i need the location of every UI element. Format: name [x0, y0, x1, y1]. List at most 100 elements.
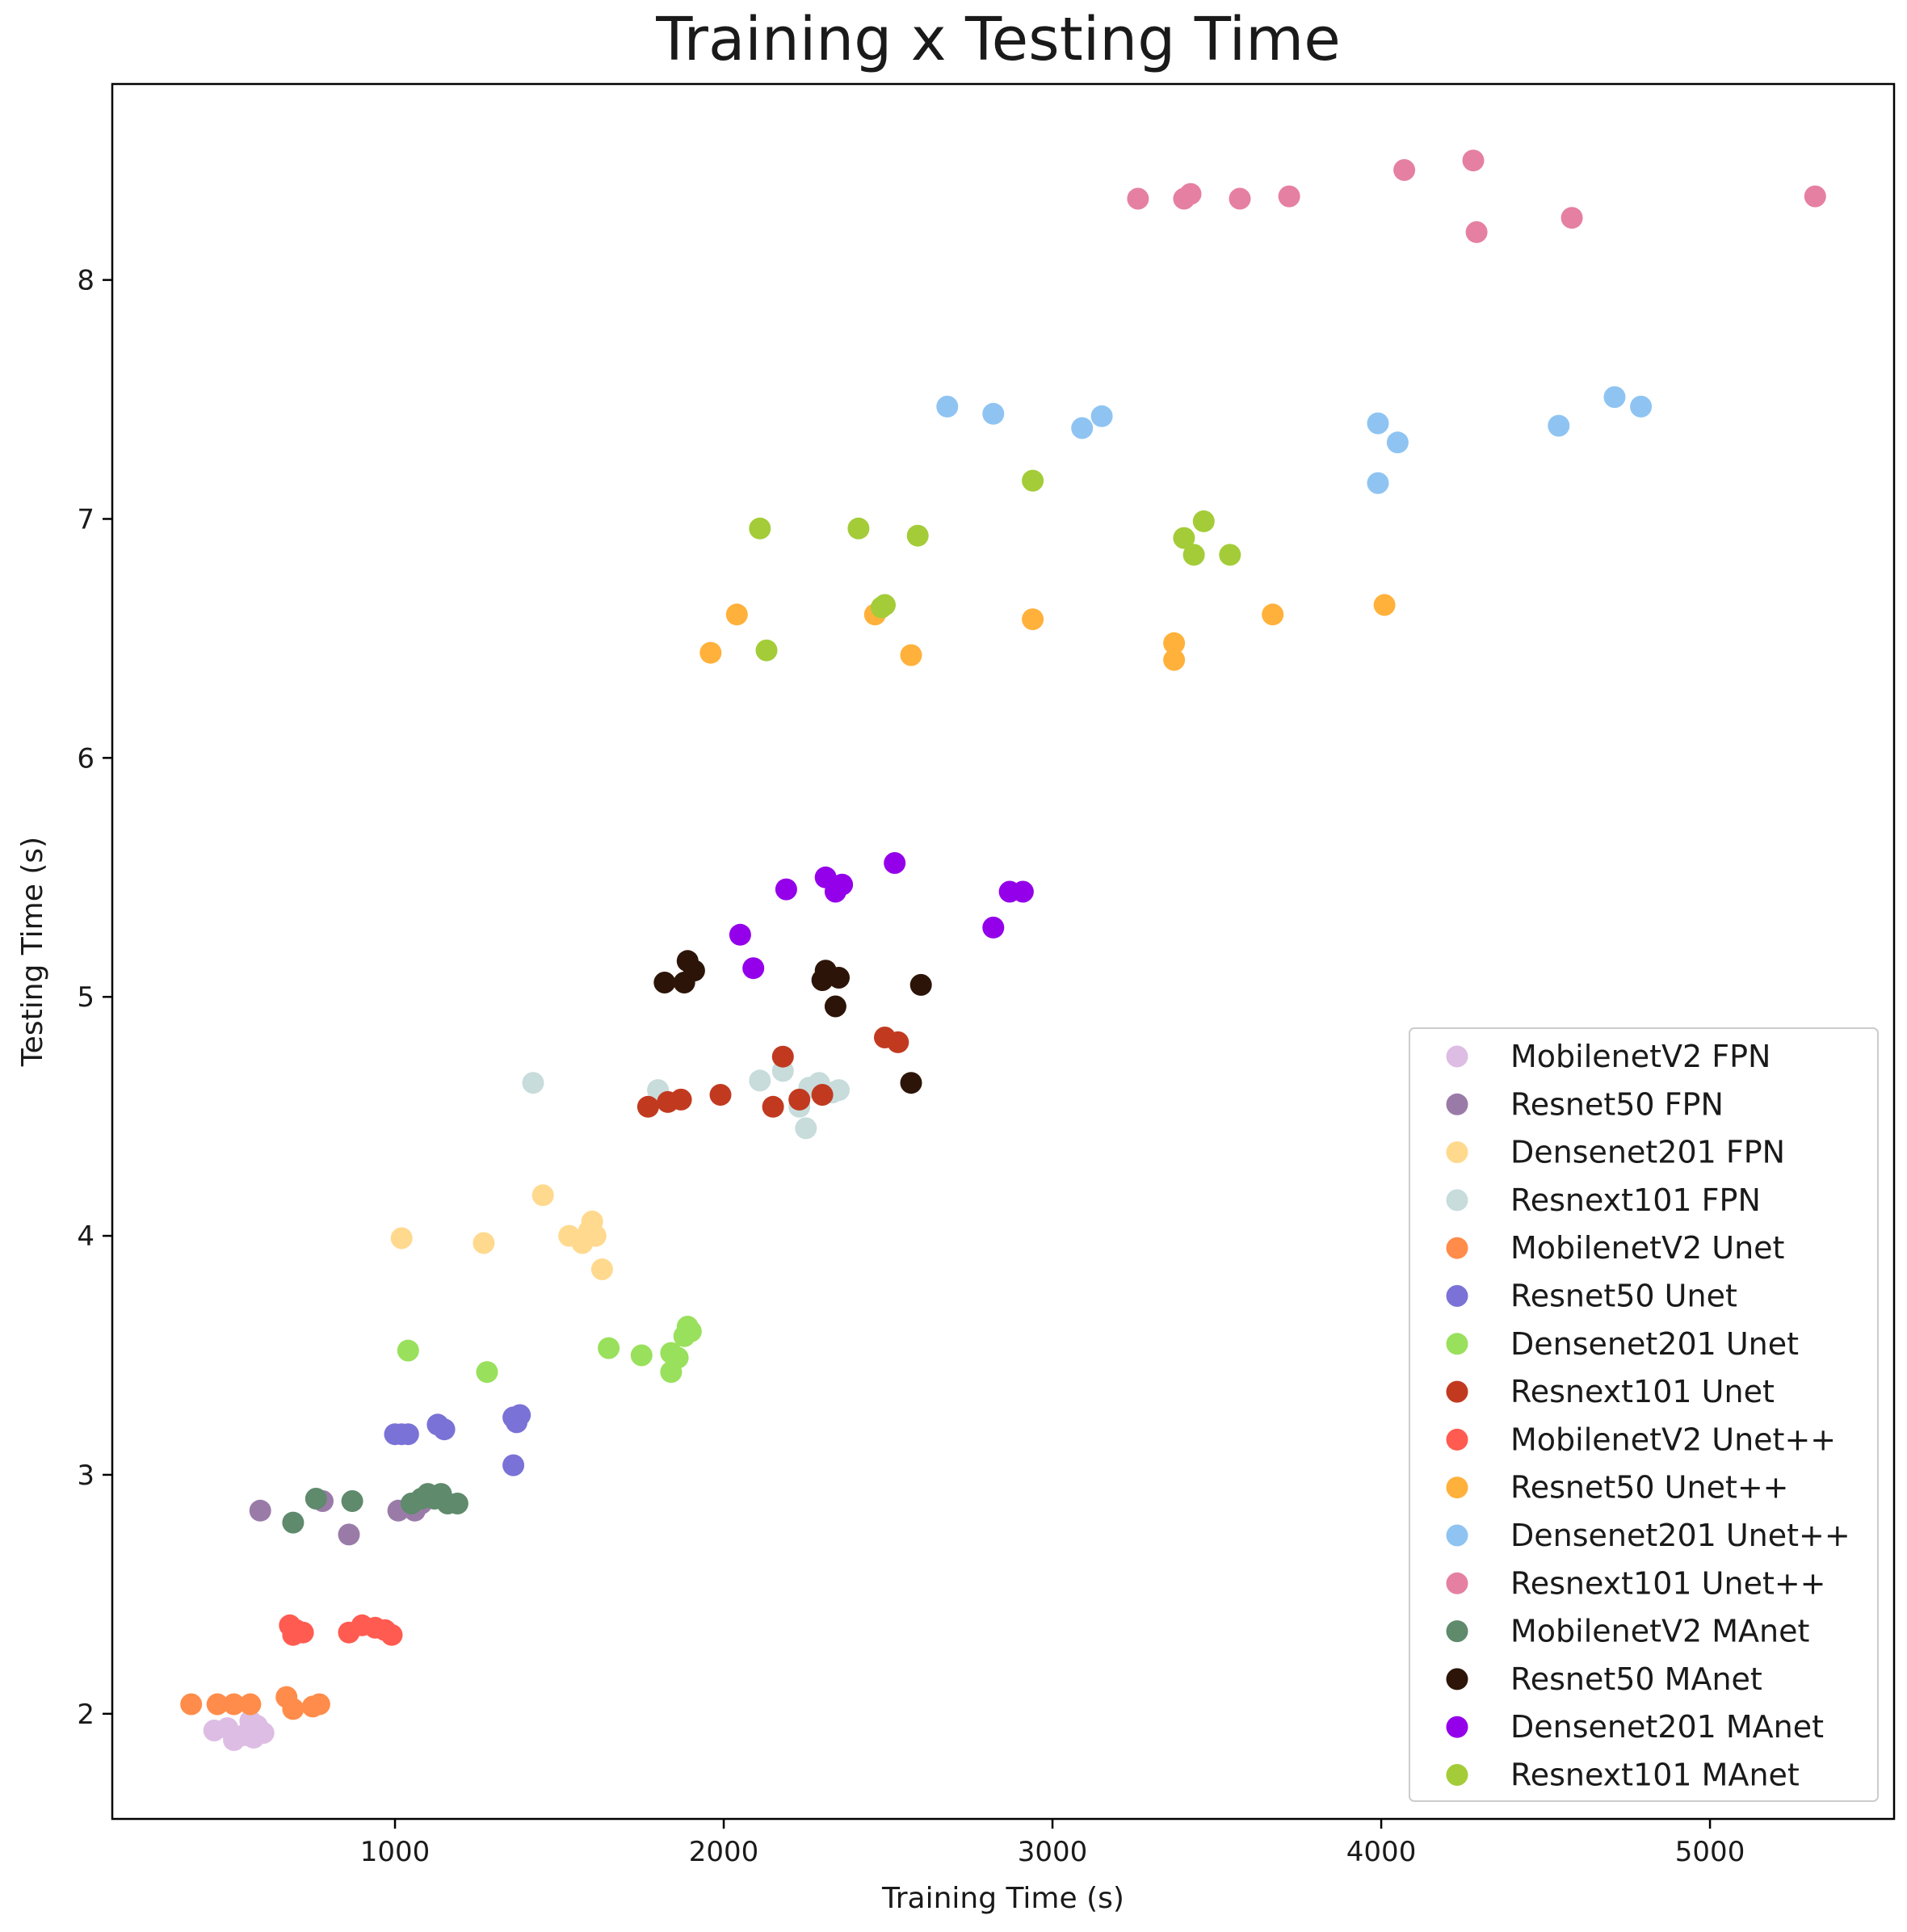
legend-marker-15 — [1446, 1764, 1468, 1786]
legend-marker-10 — [1446, 1524, 1468, 1547]
legend-label-12: MobilenetV2 MAnet — [1510, 1614, 1809, 1649]
legend-label-8: MobilenetV2 Unet++ — [1510, 1422, 1836, 1457]
point-series-10-9 — [1630, 395, 1653, 418]
point-series-15-1 — [755, 639, 778, 662]
point-series-10-1 — [982, 402, 1005, 425]
point-series-9-3 — [900, 644, 922, 666]
point-series-0-6 — [239, 1710, 262, 1732]
point-series-11-0 — [1127, 187, 1149, 210]
point-series-14-7 — [982, 916, 1005, 939]
point-series-1-2 — [338, 1523, 360, 1546]
point-series-14-0 — [729, 923, 751, 946]
point-series-10-0 — [936, 395, 959, 418]
point-series-13-9 — [909, 973, 932, 996]
legend-marker-13 — [1446, 1668, 1468, 1690]
point-series-3-0 — [522, 1072, 544, 1094]
legend-label-3: Resnext101 FPN — [1510, 1182, 1761, 1218]
legend-label-13: Resnet50 MAnet — [1510, 1661, 1762, 1697]
y-tick-label-1: 3 — [77, 1460, 95, 1492]
x-tick-label-2: 3000 — [1018, 1836, 1088, 1868]
point-series-14-5 — [831, 873, 854, 896]
legend-label-1: Resnet50 FPN — [1510, 1086, 1724, 1122]
legend-label-10: Densenet201 Unet++ — [1510, 1518, 1850, 1553]
point-series-2-0 — [390, 1227, 413, 1250]
point-series-7-9 — [887, 1031, 909, 1053]
legend-label-7: Resnext101 Unet — [1510, 1374, 1775, 1409]
legend-label-14: Densenet201 MAnet — [1510, 1709, 1824, 1745]
point-series-9-7 — [1262, 603, 1284, 626]
point-series-4-0 — [180, 1693, 203, 1716]
legend-label-15: Resnext101 MAnet — [1510, 1758, 1800, 1793]
point-series-7-3 — [709, 1084, 732, 1106]
point-series-3-5 — [795, 1117, 817, 1140]
point-series-11-6 — [1462, 149, 1485, 172]
y-tick-label-5: 7 — [77, 503, 95, 536]
point-series-4-2 — [223, 1693, 246, 1716]
point-series-11-2 — [1179, 183, 1202, 205]
point-series-13-7 — [828, 967, 850, 989]
point-series-5-2 — [397, 1423, 419, 1446]
plot-frame — [111, 82, 1896, 1821]
point-series-4-3 — [239, 1693, 262, 1716]
point-series-3-9 — [828, 1079, 850, 1102]
point-series-10-2 — [1071, 417, 1094, 439]
point-series-3-2 — [749, 1069, 771, 1092]
point-series-2-2 — [531, 1184, 554, 1207]
y-tick-label-4: 6 — [77, 742, 95, 775]
legend-label-5: Resnet50 Unet — [1510, 1279, 1737, 1314]
legend-marker-6 — [1446, 1333, 1468, 1355]
point-series-13-0 — [653, 972, 676, 993]
point-series-12-0 — [282, 1511, 305, 1534]
point-series-14-6 — [884, 852, 906, 874]
point-series-10-4 — [1367, 412, 1389, 435]
y-axis-label: Testing Time (s) — [16, 837, 49, 1067]
point-series-6-9 — [679, 1320, 702, 1342]
point-series-13-3 — [683, 960, 705, 982]
legend-marker-5 — [1446, 1285, 1468, 1307]
x-axis-label: Training Time (s) — [881, 1882, 1124, 1915]
point-series-7-2 — [670, 1088, 692, 1111]
x-tick-label-4: 5000 — [1675, 1836, 1745, 1868]
x-axis-ticks: 1000 2000 3000 4000 5000 — [360, 1819, 1745, 1868]
legend-marker-4 — [1446, 1237, 1468, 1259]
point-series-11-8 — [1560, 207, 1583, 229]
point-series-5-8 — [509, 1404, 531, 1426]
point-series-11-4 — [1278, 185, 1300, 208]
legend-label-2: Densenet201 FPN — [1510, 1135, 1785, 1170]
point-series-7-6 — [788, 1088, 811, 1111]
point-series-14-9 — [1011, 880, 1034, 903]
point-series-15-5 — [906, 524, 929, 547]
chart-title: Training x Testing Time — [655, 5, 1341, 74]
point-series-6-3 — [630, 1344, 653, 1367]
point-series-15-10 — [1219, 544, 1241, 566]
point-series-15-4 — [874, 594, 896, 616]
x-tick-label-3: 4000 — [1346, 1836, 1417, 1868]
legend-label-6: Densenet201 Unet — [1510, 1326, 1799, 1362]
chart-marks — [180, 149, 1826, 1751]
point-series-8-3 — [292, 1621, 314, 1644]
point-series-5-6 — [502, 1454, 525, 1476]
point-series-9-8 — [1373, 594, 1396, 616]
point-series-14-1 — [742, 957, 765, 980]
point-series-11-7 — [1465, 220, 1488, 243]
point-series-9-1 — [725, 603, 748, 626]
point-series-14-2 — [775, 878, 797, 901]
y-tick-label-3: 5 — [77, 981, 95, 1014]
point-series-12-9 — [446, 1493, 468, 1514]
point-series-6-6 — [666, 1346, 689, 1369]
point-series-4-7 — [308, 1693, 330, 1716]
point-series-4-5 — [282, 1698, 305, 1720]
legend-label-9: Resnet50 Unet++ — [1510, 1470, 1789, 1506]
point-series-15-0 — [749, 517, 771, 540]
point-series-13-6 — [824, 995, 846, 1018]
legend-label-4: MobilenetV2 Unet — [1510, 1230, 1784, 1266]
y-axis-ticks: 2 3 4 5 6 7 8 — [77, 265, 112, 1731]
legend-label-11: Resnext101 Unet++ — [1510, 1565, 1826, 1601]
point-series-7-5 — [771, 1045, 794, 1068]
point-series-15-7 — [1173, 527, 1195, 549]
legend-marker-1 — [1446, 1093, 1468, 1115]
legend-marker-8 — [1446, 1428, 1468, 1451]
point-series-15-2 — [847, 517, 870, 540]
legend-marker-0 — [1446, 1045, 1468, 1068]
point-series-8-8 — [380, 1623, 403, 1646]
